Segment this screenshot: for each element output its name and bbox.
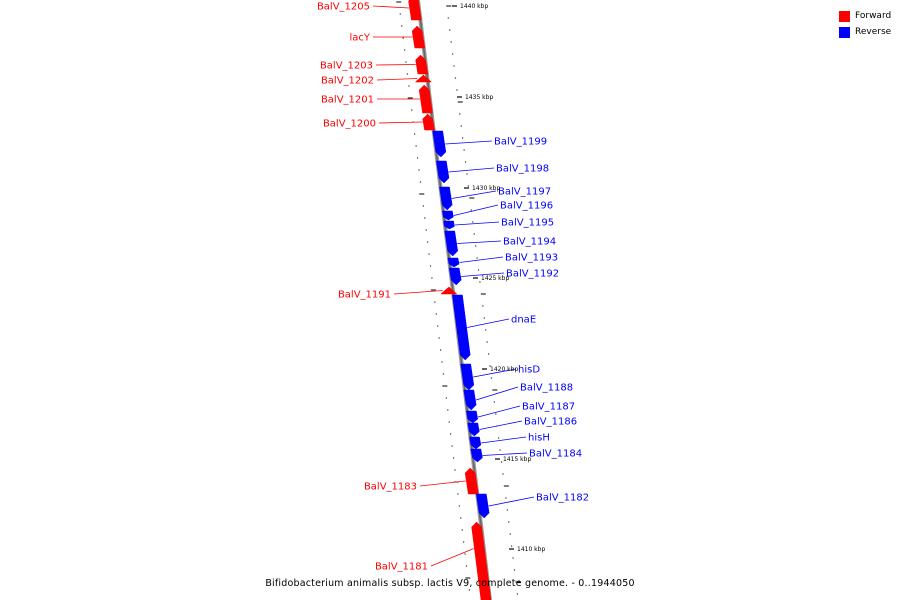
label-leader [488, 496, 535, 507]
label-leaders [372, 5, 535, 567]
gene-feature-balv_1198[interactable] [436, 160, 450, 184]
gene-label-balv_1182[interactable]: BalV_1182 [536, 493, 589, 504]
label-leader [461, 272, 505, 277]
gene-label-balv_1196[interactable]: BalV_1196 [500, 201, 553, 212]
gene-label-balv_1202[interactable]: BalV_1202 [321, 76, 374, 87]
gene-feature-hisd[interactable] [460, 363, 475, 391]
gene-feature-lacy[interactable] [411, 25, 426, 49]
gene-feature-balv_1181[interactable] [471, 521, 492, 600]
gene-feature-balv_1195[interactable] [443, 220, 455, 230]
gene-feature-balv_1194[interactable] [444, 230, 458, 257]
label-leader [481, 436, 527, 444]
ruler-labels: 1440 kbp 1435 kbp 1430 kbp 1425 kbp 1420 kbp… [452, 3, 545, 553]
reverse-swatch [839, 26, 850, 38]
label-leader [419, 480, 466, 487]
label-leader [393, 290, 443, 295]
label-leader [453, 204, 499, 216]
label-leader [477, 405, 521, 418]
gene-label-balv_1181[interactable]: BalV_1181 [375, 562, 428, 573]
label-leader [378, 121, 423, 124]
legend-reverse-label: Reverse [855, 27, 892, 37]
gene-feature-balv_1182[interactable] [475, 493, 490, 519]
gene-feature-balv_1193[interactable] [447, 257, 460, 268]
gene-label-lacy[interactable]: lacY [349, 33, 370, 44]
gene-feature-balv_1197[interactable] [439, 186, 453, 211]
ruler-label: 1415 kbp [503, 456, 531, 463]
gene-label-balv_1200[interactable]: BalV_1200 [323, 119, 376, 130]
gene-feature-balv_1199[interactable] [432, 130, 447, 158]
gene-label-dnae[interactable]: dnaE [511, 315, 536, 326]
label-leader [375, 64, 416, 66]
gene-label-balv_1198[interactable]: BalV_1198 [496, 164, 549, 175]
gene-features [408, 0, 492, 600]
label-leader [448, 167, 495, 173]
gene-label-balv_1192[interactable]: BalV_1192 [506, 269, 559, 280]
gene-feature-balv_1196[interactable] [442, 210, 454, 221]
gene-label-balv_1201[interactable]: BalV_1201 [321, 95, 374, 106]
gene-label-balv_1188[interactable]: BalV_1188 [520, 383, 573, 394]
gene-feature-balv_1201[interactable] [418, 84, 433, 114]
ruler-label: 1440 kbp [460, 3, 488, 10]
label-leader [445, 140, 493, 145]
gene-feature-balv_1202[interactable] [414, 74, 433, 83]
ruler-label: 1420 kbp [490, 366, 518, 373]
gene-label-balv_1197[interactable]: BalV_1197 [498, 187, 551, 198]
ruler-label: 1430 kbp [472, 185, 500, 192]
legend-reverse: Reverse [839, 25, 891, 39]
label-leader [457, 240, 502, 244]
label-leader [430, 548, 474, 567]
gene-label-balv_1191[interactable]: BalV_1191 [338, 290, 391, 301]
gene-label-balv_1203[interactable]: BalV_1203 [320, 61, 373, 72]
label-leader [372, 5, 409, 9]
label-leader [475, 386, 519, 401]
ruler-ticks [396, 1, 521, 595]
gene-feature-balv_1186[interactable] [467, 422, 480, 437]
label-leader [467, 318, 510, 328]
gene-feature-balv_1192[interactable] [448, 267, 462, 286]
gene-label-balv_1183[interactable]: BalV_1183 [364, 482, 417, 493]
ruler-label: 1435 kbp [465, 94, 493, 101]
gene-label-balv_1205[interactable]: BalV_1205 [317, 2, 370, 13]
label-leader [454, 221, 500, 226]
gene-feature-balv_1191[interactable] [440, 286, 458, 295]
gene-feature-dnae[interactable] [452, 294, 471, 361]
ruler-label: 1425 kbp [481, 275, 509, 282]
label-leader [479, 420, 523, 430]
ruler-label: 1410 kbp [517, 546, 545, 553]
gene-label-balv_1199[interactable]: BalV_1199 [494, 137, 547, 148]
gene-labels: BalV_1205 lacY BalV_1203 BalV_1202 BalV_1201… [317, 2, 589, 573]
gene-feature-balv_1184[interactable] [470, 448, 483, 463]
gene-feature-balv_1188[interactable] [463, 389, 477, 411]
gene-label-balv_1193[interactable]: BalV_1193 [505, 253, 558, 264]
label-leader [482, 452, 528, 456]
label-leader [459, 256, 504, 263]
legend-forward: Forward [839, 9, 891, 23]
strand-legend: Forward Reverse [839, 9, 891, 41]
gene-label-balv_1184[interactable]: BalV_1184 [529, 449, 582, 460]
genome-caption: Bifidobacterium animalis subsp. lactis V… [265, 578, 635, 589]
gene-feature-balv_1203[interactable] [415, 54, 429, 75]
gene-feature-balv_1205[interactable] [408, 0, 422, 21]
gene-label-hisd[interactable]: hisD [518, 365, 540, 376]
gene-label-hish[interactable]: hisH [528, 433, 550, 444]
gene-label-balv_1187[interactable]: BalV_1187 [522, 402, 575, 413]
label-leader [451, 190, 497, 199]
gene-feature-hish[interactable] [469, 436, 482, 450]
forward-swatch [839, 10, 850, 22]
gene-label-balv_1186[interactable]: BalV_1186 [524, 417, 577, 428]
label-leader [473, 368, 517, 378]
label-leader [376, 78, 418, 81]
gene-label-balv_1194[interactable]: BalV_1194 [503, 237, 556, 248]
legend-forward-label: Forward [855, 11, 892, 21]
gene-label-balv_1195[interactable]: BalV_1195 [501, 218, 554, 229]
gene-feature-balv_1200[interactable] [422, 113, 435, 131]
gene-feature-balv_1187[interactable] [466, 410, 479, 424]
